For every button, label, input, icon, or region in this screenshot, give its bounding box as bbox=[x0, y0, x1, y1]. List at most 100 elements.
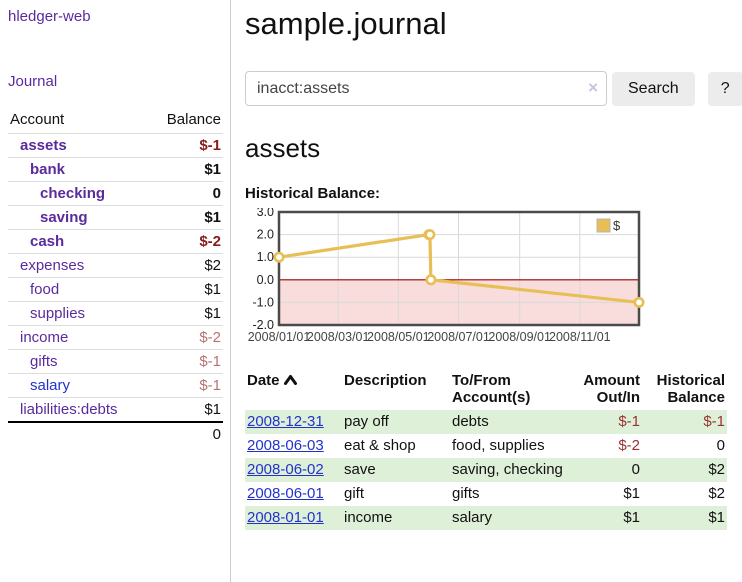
transaction-description: pay off bbox=[344, 413, 389, 430]
register-row: 2008-06-02 save saving, checking 0 $2 bbox=[245, 458, 727, 482]
account-balance: $1 bbox=[204, 401, 221, 418]
accounts-total-row: 0 bbox=[8, 422, 223, 446]
account-row: bank $1 bbox=[8, 157, 223, 182]
transaction-accounts: debts bbox=[452, 413, 489, 430]
account-row: gifts $-1 bbox=[8, 349, 223, 374]
svg-text:2008/03/01: 2008/03/01 bbox=[307, 330, 370, 344]
transaction-description: save bbox=[344, 461, 376, 478]
account-heading: assets bbox=[245, 133, 321, 163]
svg-text:3.0: 3.0 bbox=[257, 208, 274, 219]
account-row: income $-2 bbox=[8, 325, 223, 350]
account-balance: $-1 bbox=[199, 353, 221, 370]
transaction-date-link[interactable]: 2008-01-01 bbox=[247, 509, 324, 526]
register-row: 2008-12-31 pay off debts $-1 $-1 bbox=[245, 410, 727, 434]
account-balance: $2 bbox=[204, 257, 221, 274]
legend-label: $ bbox=[613, 218, 621, 233]
transaction-date-link[interactable]: 2008-06-03 bbox=[247, 437, 324, 454]
account-balance: $1 bbox=[204, 209, 221, 226]
chart-title: Historical Balance: bbox=[245, 185, 381, 202]
svg-text:2008/01/01: 2008/01/01 bbox=[248, 330, 311, 344]
accounts-header-balance: Balance bbox=[166, 111, 221, 128]
transaction-amount: $1 bbox=[623, 485, 640, 502]
transaction-balance: 0 bbox=[716, 437, 725, 454]
account-link[interactable]: assets bbox=[20, 137, 67, 154]
account-link[interactable]: salary bbox=[30, 377, 71, 394]
account-link[interactable]: checking bbox=[40, 185, 106, 202]
register-row: 2008-06-03 eat & shop food, supplies $-2 0 bbox=[245, 434, 727, 458]
account-row: food $1 bbox=[8, 277, 223, 302]
sidebar: hledger-web Journal Account Balance asse… bbox=[0, 0, 231, 582]
accounts-header-account: Account bbox=[10, 111, 65, 128]
sort-ascending-icon bbox=[283, 375, 297, 385]
transaction-balance: $2 bbox=[708, 485, 725, 502]
account-link[interactable]: liabilities:debts bbox=[20, 401, 118, 418]
account-balance: $1 bbox=[204, 305, 221, 322]
account-link[interactable]: expenses bbox=[20, 257, 85, 274]
transaction-accounts: gifts bbox=[452, 485, 480, 502]
account-row: salary $-1 bbox=[8, 373, 223, 398]
historical-balance-chart: $3.0 2.0 1.0 0.0 -1.0 -2.0 2008/01/01 2008/03/0… bbox=[245, 205, 742, 354]
main-content: sample.journal × Search ? assets Histori… bbox=[231, 0, 742, 582]
help-button[interactable]: ? bbox=[707, 71, 742, 106]
account-row: checking 0 bbox=[8, 181, 223, 206]
transaction-amount: 0 bbox=[631, 461, 640, 478]
accounts-header-row: Account Balance bbox=[8, 107, 223, 134]
register-header-amount-out-in[interactable]: Amount Out/In bbox=[583, 372, 640, 406]
svg-text:2008/07/01: 2008/07/01 bbox=[427, 330, 490, 344]
svg-text:1.0: 1.0 bbox=[257, 250, 274, 264]
register-table: Date Description To/From Account(s) Amount … bbox=[245, 370, 727, 530]
account-balance: $-1 bbox=[199, 377, 221, 394]
transaction-date-link[interactable]: 2008-12-31 bbox=[247, 413, 324, 430]
accounts-total-value: 0 bbox=[212, 426, 221, 443]
svg-text:2008/11/01: 2008/11/01 bbox=[549, 330, 611, 344]
transaction-amount: $-1 bbox=[618, 413, 640, 430]
register-header-historical-balance[interactable]: Historical Balance bbox=[656, 372, 725, 406]
accounts-table: Account Balance assets $-1 bank $1 checking 0… bbox=[8, 107, 223, 446]
account-balance: $-1 bbox=[199, 137, 221, 154]
transaction-description: income bbox=[344, 509, 393, 526]
transaction-amount: $1 bbox=[623, 509, 640, 526]
transaction-accounts: food, supplies bbox=[452, 437, 545, 454]
register-header-description[interactable]: Description bbox=[344, 372, 427, 389]
account-balance: 0 bbox=[212, 185, 221, 202]
search-button[interactable]: Search bbox=[612, 71, 695, 106]
account-link[interactable]: saving bbox=[40, 209, 88, 226]
account-link[interactable]: gifts bbox=[30, 353, 58, 370]
sidebar-item-journal[interactable]: Journal bbox=[8, 73, 58, 90]
search-input[interactable] bbox=[245, 71, 607, 106]
account-link[interactable]: food bbox=[30, 281, 60, 298]
account-balance: $1 bbox=[204, 281, 221, 298]
account-link[interactable]: cash bbox=[30, 233, 65, 250]
account-link[interactable]: income bbox=[20, 329, 69, 346]
svg-text:2008/09/01: 2008/09/01 bbox=[488, 330, 551, 344]
register-header-row: Date Description To/From Account(s) Amount … bbox=[245, 370, 727, 410]
clear-search-icon[interactable]: × bbox=[588, 78, 598, 97]
svg-text:0.0: 0.0 bbox=[257, 273, 274, 287]
account-row: cash $-2 bbox=[8, 229, 223, 254]
page-title: sample.journal bbox=[245, 6, 447, 41]
search-input-wrap: × bbox=[245, 71, 607, 106]
account-row: assets $-1 bbox=[8, 133, 223, 158]
register-header-date[interactable]: Date bbox=[245, 370, 342, 410]
register-row: 2008-01-01 income salary $1 $1 bbox=[245, 506, 727, 530]
chart-canvas: $3.0 2.0 1.0 0.0 -1.0 -2.02008/01/012008/03/0… bbox=[248, 205, 645, 344]
app-title-link[interactable]: hledger-web bbox=[8, 8, 91, 25]
register-header-to-from-account-s-[interactable]: To/From Account(s) bbox=[452, 372, 531, 406]
transaction-balance: $2 bbox=[708, 461, 725, 478]
transaction-balance: $1 bbox=[708, 509, 725, 526]
account-row: saving $1 bbox=[8, 205, 223, 230]
account-balance: $1 bbox=[204, 161, 221, 178]
account-link[interactable]: supplies bbox=[30, 305, 86, 322]
transaction-amount: $-2 bbox=[618, 437, 640, 454]
transaction-accounts: saving, checking bbox=[452, 461, 563, 478]
transaction-description: eat & shop bbox=[344, 437, 416, 454]
account-balance: $-2 bbox=[199, 329, 221, 346]
transaction-date-link[interactable]: 2008-06-01 bbox=[247, 485, 324, 502]
search-bar: × Search ? bbox=[245, 71, 742, 106]
account-row: supplies $1 bbox=[8, 301, 223, 326]
svg-text:2008/05/01: 2008/05/01 bbox=[367, 330, 430, 344]
account-link[interactable]: bank bbox=[30, 161, 66, 178]
transaction-date-link[interactable]: 2008-06-02 bbox=[247, 461, 324, 478]
transaction-balance: $-1 bbox=[703, 413, 725, 430]
